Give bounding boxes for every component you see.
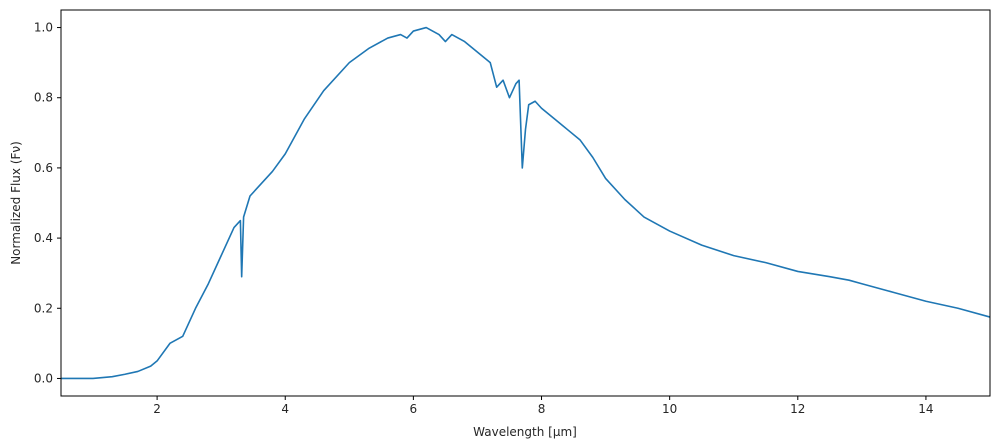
x-axis: 2 4 6 8 10 12 14 [153, 396, 934, 416]
y-tick-label: 0.8 [34, 91, 53, 105]
y-tick-label: 0.4 [34, 231, 53, 245]
y-axis: 0.0 0.2 0.4 0.6 0.8 1.0 [34, 21, 61, 385]
y-tick-label: 1.0 [34, 21, 53, 35]
x-tick-label: 6 [410, 402, 418, 416]
x-tick-label: 2 [153, 402, 161, 416]
plot-area [61, 26, 991, 380]
x-axis-label: Wavelength [μm] [473, 425, 577, 439]
x-tick-label: 12 [790, 402, 805, 416]
x-tick-label: 14 [918, 402, 933, 416]
y-axis-label: Normalized Flux (Fν) [9, 141, 23, 265]
x-tick-label: 4 [281, 402, 289, 416]
x-tick-label: 8 [538, 402, 546, 416]
plot-background [61, 10, 990, 396]
y-tick-label: 0.0 [34, 371, 53, 385]
plot-frame [60, 9, 991, 397]
y-tick-label: 0.6 [34, 161, 53, 175]
x-tick-label: 10 [662, 402, 677, 416]
series-line-0 [61, 26, 991, 380]
y-tick-label: 0.2 [34, 301, 53, 315]
